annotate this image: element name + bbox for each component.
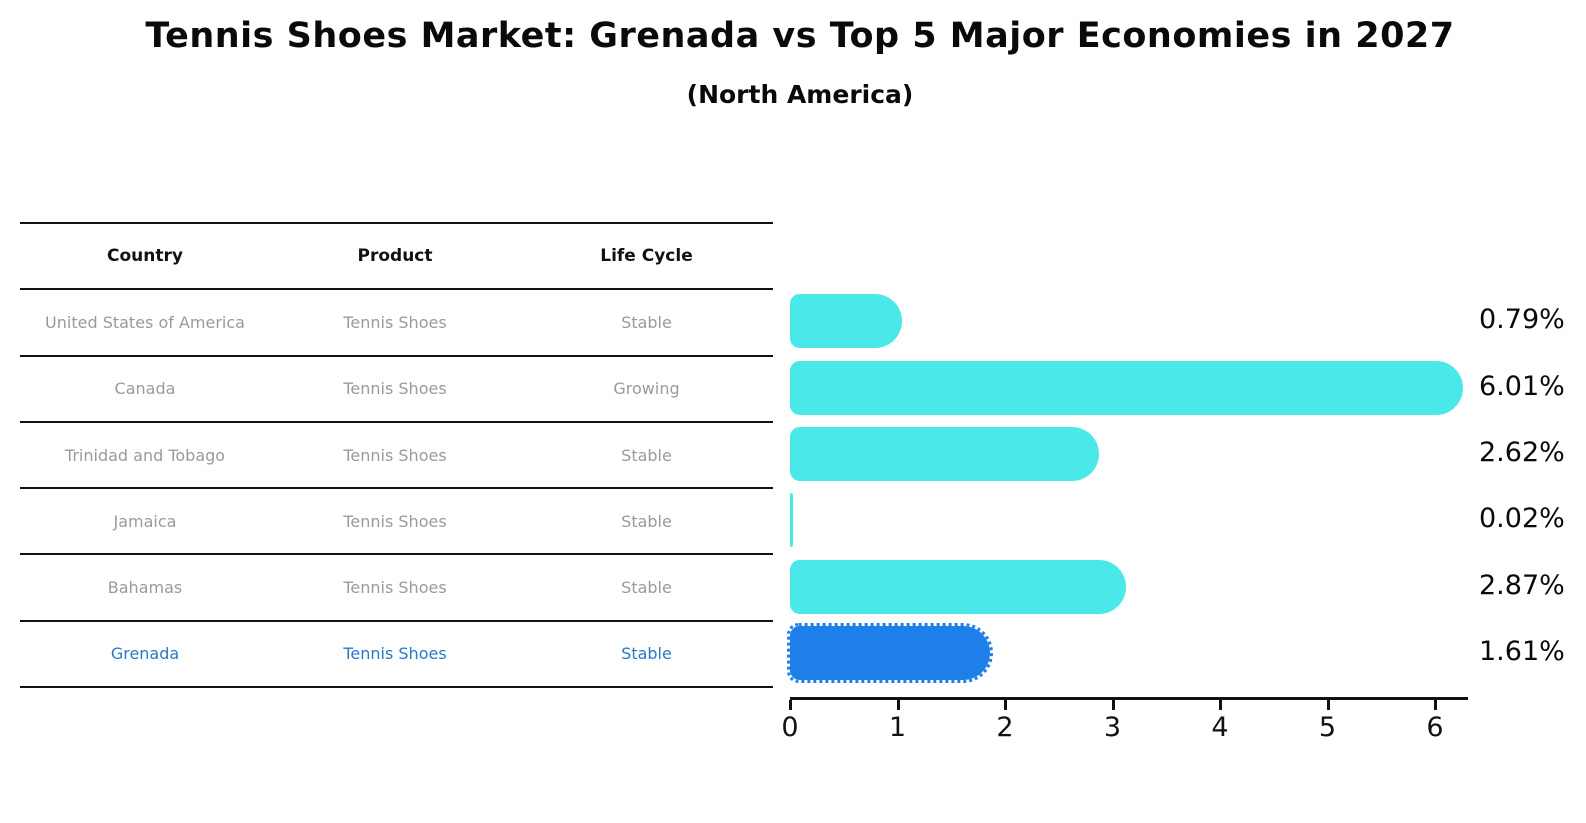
table-row: Bahamas Tennis Shoes Stable [20,555,773,622]
x-axis-tick [1111,700,1115,710]
x-axis-tick [1004,700,1007,710]
lifecycle-cell: Stable [621,644,672,664]
product-cell: Tennis Shoes [343,312,447,332]
x-axis-tick-label: 6 [1426,712,1444,743]
x-axis-tick-label: 3 [1103,712,1122,743]
lifecycle-cell: Stable [621,578,672,598]
bar [790,427,1099,482]
bar [790,493,793,548]
x-axis-tick [789,700,792,710]
table-header-product: Product [357,246,433,267]
table-header-lifecycle: Life Cycle [600,246,693,267]
product-cell: Tennis Shoes [343,445,447,465]
table-row: Canada Tennis Shoes Growing [20,357,773,423]
x-axis-tick-label: 5 [1318,712,1337,743]
x-axis-tick-label: 2 [996,712,1014,743]
x-axis-tick [1434,700,1437,710]
bar [790,360,1464,415]
table-header-country: Country [107,246,183,267]
x-axis-line [790,697,1468,700]
x-axis-tick-label: 0 [781,712,799,743]
lifecycle-cell: Stable [621,511,672,531]
country-cell: Canada [114,379,176,399]
product-cell: Tennis Shoes [343,379,447,399]
country-cell: Grenada [110,644,180,664]
value-label: 0.79% [1479,304,1565,336]
bar [790,294,902,349]
x-axis-tick-label: 1 [888,712,907,743]
value-label: 1.61% [1479,635,1565,667]
country-cell: Trinidad and Tobago [64,445,226,465]
table-row: Grenada Tennis Shoes Stable [20,622,773,689]
product-cell: Tennis Shoes [343,578,447,598]
lifecycle-cell: Growing [613,379,680,399]
table-row: United States of America Tennis Shoes Stab… [20,290,773,357]
country-cell: Bahamas [107,578,183,598]
country-cell: Jamaica [113,511,177,531]
lifecycle-cell: Stable [621,445,672,465]
page-title: Tennis Shoes Market: Grenada vs Top 5 Ma… [145,16,1455,56]
table-row: Jamaica Tennis Shoes Stable [20,489,773,556]
x-axis-tick-label: 4 [1211,712,1229,743]
value-label: 0.02% [1479,503,1565,535]
x-axis-tick [1326,700,1330,710]
bar [790,559,1126,614]
lifecycle-cell: Stable [621,312,672,332]
product-cell: Tennis Shoes [343,644,447,664]
bar-grenada-highlight [786,622,994,683]
value-label: 2.62% [1479,437,1565,469]
value-label: 2.87% [1479,569,1565,601]
comparison-table: Country Product Life Cycle United States… [20,222,773,689]
x-axis-tick [1219,700,1222,710]
page-subtitle: (North America) [686,80,914,109]
table-header-row: Country Product Life Cycle [20,224,773,291]
product-cell: Tennis Shoes [343,511,447,531]
country-cell: United States of America [45,312,245,332]
table-row: Trinidad and Tobago Tennis Shoes Stable [20,423,773,490]
value-label: 6.01% [1479,370,1565,402]
x-axis-tick [896,700,900,710]
